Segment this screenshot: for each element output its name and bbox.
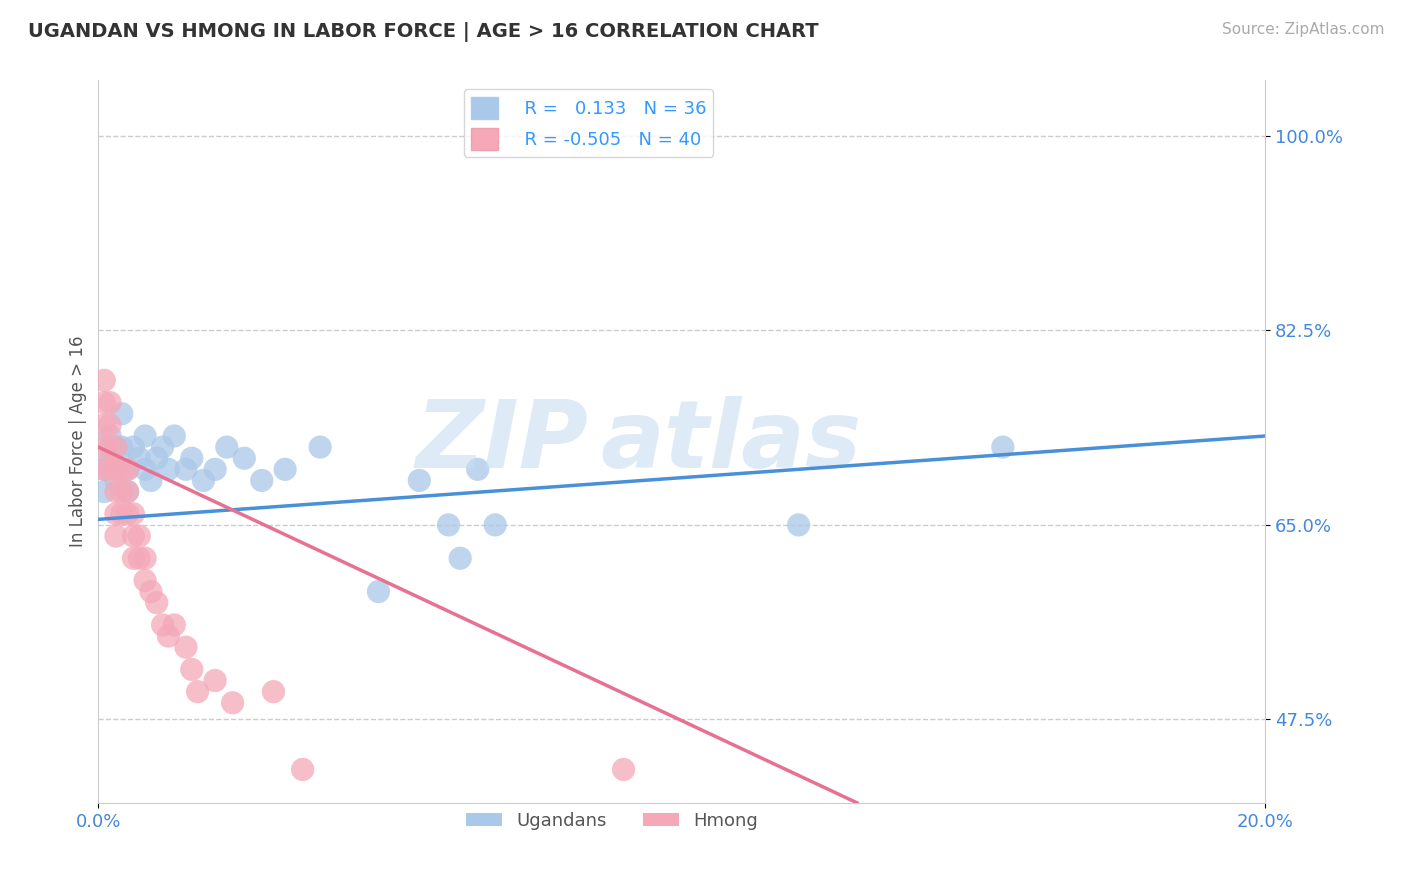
Point [98, 429, 121, 443]
Point [93, 484, 115, 499]
Point [991, 440, 1014, 454]
Point [117, 484, 139, 499]
Point [93, 417, 115, 432]
Point [204, 673, 226, 688]
Point [408, 474, 430, 488]
Legend: Ugandans, Hmong: Ugandans, Hmong [458, 805, 765, 837]
Point [221, 696, 243, 710]
Point [484, 517, 506, 532]
Point [93, 462, 115, 476]
Point [174, 462, 197, 476]
Point [193, 474, 215, 488]
Point [122, 507, 145, 521]
Point [117, 462, 139, 476]
Point [117, 484, 139, 499]
Point [111, 507, 134, 521]
Point [128, 551, 150, 566]
Point [104, 474, 127, 488]
Point [163, 429, 186, 443]
Point [128, 451, 150, 466]
Point [233, 451, 256, 466]
Point [93, 395, 115, 409]
Point [104, 507, 127, 521]
Point [134, 574, 156, 588]
Point [204, 462, 226, 476]
Point [146, 596, 169, 610]
Point [93, 440, 115, 454]
Point [104, 440, 127, 454]
Point [111, 462, 134, 476]
Point [104, 440, 127, 454]
Text: Source: ZipAtlas.com: Source: ZipAtlas.com [1222, 22, 1385, 37]
Point [134, 551, 156, 566]
Point [612, 763, 634, 777]
Point [104, 484, 127, 499]
Point [146, 451, 169, 466]
Point [437, 517, 460, 532]
Point [180, 662, 202, 676]
Text: atlas: atlas [600, 395, 862, 488]
Point [274, 462, 297, 476]
Point [117, 507, 139, 521]
Point [157, 462, 180, 476]
Point [152, 440, 174, 454]
Point [111, 484, 134, 499]
Point [449, 551, 471, 566]
Point [98, 440, 121, 454]
Point [174, 640, 197, 655]
Point [163, 618, 186, 632]
Point [122, 440, 145, 454]
Point [122, 529, 145, 543]
Point [250, 474, 273, 488]
Point [787, 517, 810, 532]
Point [93, 462, 115, 476]
Point [262, 684, 284, 698]
Point [467, 462, 489, 476]
Point [98, 462, 121, 476]
Point [187, 684, 209, 698]
Point [104, 462, 127, 476]
Point [93, 373, 115, 387]
Point [215, 440, 238, 454]
Point [157, 629, 180, 643]
Point [309, 440, 332, 454]
Point [152, 618, 174, 632]
Point [134, 429, 156, 443]
Point [139, 474, 162, 488]
Point [128, 529, 150, 543]
Point [180, 451, 202, 466]
Point [134, 462, 156, 476]
Point [291, 763, 314, 777]
Point [98, 451, 121, 466]
Point [98, 417, 121, 432]
Point [139, 584, 162, 599]
Text: ZIP: ZIP [416, 395, 589, 488]
Point [122, 551, 145, 566]
Y-axis label: In Labor Force | Age > 16: In Labor Force | Age > 16 [69, 335, 87, 548]
Point [98, 395, 121, 409]
Text: UGANDAN VS HMONG IN LABOR FORCE | AGE > 16 CORRELATION CHART: UGANDAN VS HMONG IN LABOR FORCE | AGE > … [28, 22, 818, 42]
Point [117, 462, 139, 476]
Point [367, 584, 389, 599]
Point [111, 407, 134, 421]
Point [104, 529, 127, 543]
Point [111, 440, 134, 454]
